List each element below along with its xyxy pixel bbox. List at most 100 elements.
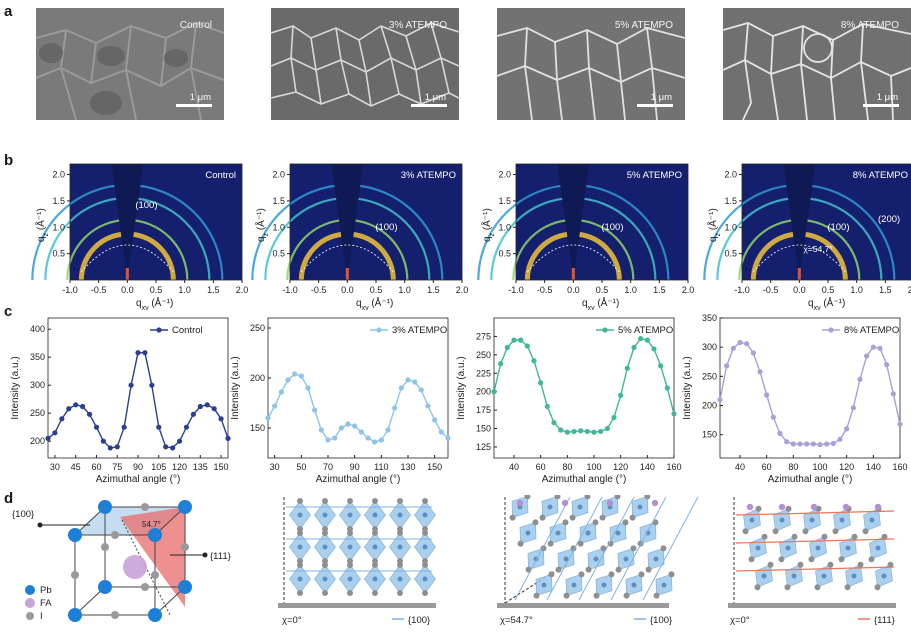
lattice-chi0-100 <box>278 497 436 608</box>
data-point <box>624 365 630 371</box>
data-point <box>318 427 324 433</box>
iodide-atom <box>660 545 667 552</box>
data-point <box>59 416 65 422</box>
lead-atom <box>297 512 303 518</box>
giwaxs-panel: 5% ATEMPO (100) -1.0 -0.5 0.0 0.5 1.0 1.5 2.0 0.5… <box>477 163 695 310</box>
iodide-atom <box>791 533 798 540</box>
octahedron <box>585 545 607 573</box>
iodide-atom <box>297 498 303 504</box>
data-point <box>398 385 404 391</box>
face-111-label: {111} <box>210 551 231 562</box>
x-tick-label: 1.0 <box>850 285 863 295</box>
lead-atom <box>623 556 629 562</box>
grain-texture <box>497 8 685 120</box>
data-point <box>664 385 670 391</box>
iodide-atom <box>748 556 755 563</box>
y-tick-label: 225 <box>476 368 491 378</box>
y-tick-label: 2.0 <box>724 170 737 180</box>
data-point <box>864 353 870 359</box>
x-axis-title: Azimuthal angle (°) <box>542 474 627 485</box>
data-point <box>724 363 730 369</box>
data-point <box>658 363 664 369</box>
legend-fa-label: FA <box>40 598 52 609</box>
iodide-atom <box>832 528 839 535</box>
iodide-atom <box>422 590 428 596</box>
data-point <box>225 435 231 441</box>
iodide-atom <box>397 590 403 596</box>
lead-atom <box>809 517 815 523</box>
octahedron <box>389 530 411 564</box>
iodide-atom <box>761 533 768 540</box>
data-point <box>591 429 597 435</box>
lead-atom <box>571 582 577 588</box>
peak-label: (100) <box>375 222 397 233</box>
data-point <box>790 441 796 447</box>
octahedron <box>862 505 882 535</box>
iodide-atom <box>808 556 815 563</box>
iodide-atom <box>372 530 378 536</box>
structure-row: {100} {111} 54.7° Pb FA I χ=0° {100} χ=5… <box>12 495 896 626</box>
x-tick-label: -1.0 <box>734 285 750 295</box>
data-point <box>163 444 169 450</box>
x-tick-label: 30 <box>270 462 280 472</box>
x-tick-label: 1.0 <box>624 285 637 295</box>
iodide-atom <box>772 528 779 535</box>
data-point <box>392 405 398 411</box>
lattice1-chi-label: χ=0° <box>282 615 302 626</box>
data-point <box>183 424 190 430</box>
cell-angle-label: 54.7° <box>142 520 161 529</box>
data-point <box>86 411 93 417</box>
legend-label: Control <box>172 325 203 336</box>
iodide-atom <box>754 584 761 591</box>
lead-atom <box>869 517 875 523</box>
data-point <box>544 403 550 410</box>
lead-atom <box>851 573 857 579</box>
iodide-atom <box>857 561 864 568</box>
data-point <box>897 421 903 427</box>
y-tick-label: 250 <box>702 371 717 381</box>
data-point <box>651 346 657 352</box>
data-point <box>717 397 723 403</box>
octahedron <box>832 505 852 535</box>
iodide-atom <box>652 519 659 526</box>
plane-line <box>546 496 603 601</box>
iodide-atom <box>372 562 378 568</box>
lead-atom <box>322 544 328 550</box>
iodide-atom <box>887 561 894 568</box>
octahedron <box>289 562 311 596</box>
iodide-atom <box>629 514 636 521</box>
data-point <box>538 380 544 386</box>
iodide-atom <box>322 590 328 596</box>
missing-wedge <box>331 164 364 280</box>
data-point <box>770 414 776 420</box>
lead-atom <box>422 576 428 582</box>
lead-atom <box>555 530 561 536</box>
x-tick-label: 120 <box>172 462 187 472</box>
iodide-atom <box>509 514 516 521</box>
data-point <box>149 382 155 388</box>
lead-atom <box>577 504 583 510</box>
x-tick-label: 130 <box>400 462 415 472</box>
fa-atom <box>874 503 882 511</box>
data-point <box>558 427 564 433</box>
y-axis-title: qz (Å⁻¹) <box>706 208 722 242</box>
sem-label: 5% ATEMPO <box>614 20 673 31</box>
octahedron <box>314 562 336 596</box>
x-tick-label: 2.0 <box>682 285 695 295</box>
y-axis-title: qz (Å⁻¹) <box>480 208 496 242</box>
iodide-atom <box>422 498 428 504</box>
data-point <box>757 369 763 375</box>
octahedron <box>555 545 577 573</box>
iodide-atom <box>347 562 353 568</box>
x-axis-title: Azimuthal angle (°) <box>316 474 401 485</box>
y-tick-label: 350 <box>702 313 717 323</box>
x-tick-label: -0.5 <box>537 285 553 295</box>
iodide-atom <box>297 562 303 568</box>
lead-atom <box>845 545 851 551</box>
panel-letter-c: c <box>4 303 13 320</box>
lead-atom <box>615 530 621 536</box>
lead-atom <box>881 573 887 579</box>
lead-atom <box>585 530 591 536</box>
lattice-chi547-100 <box>497 495 699 608</box>
lead-atom <box>347 512 353 518</box>
